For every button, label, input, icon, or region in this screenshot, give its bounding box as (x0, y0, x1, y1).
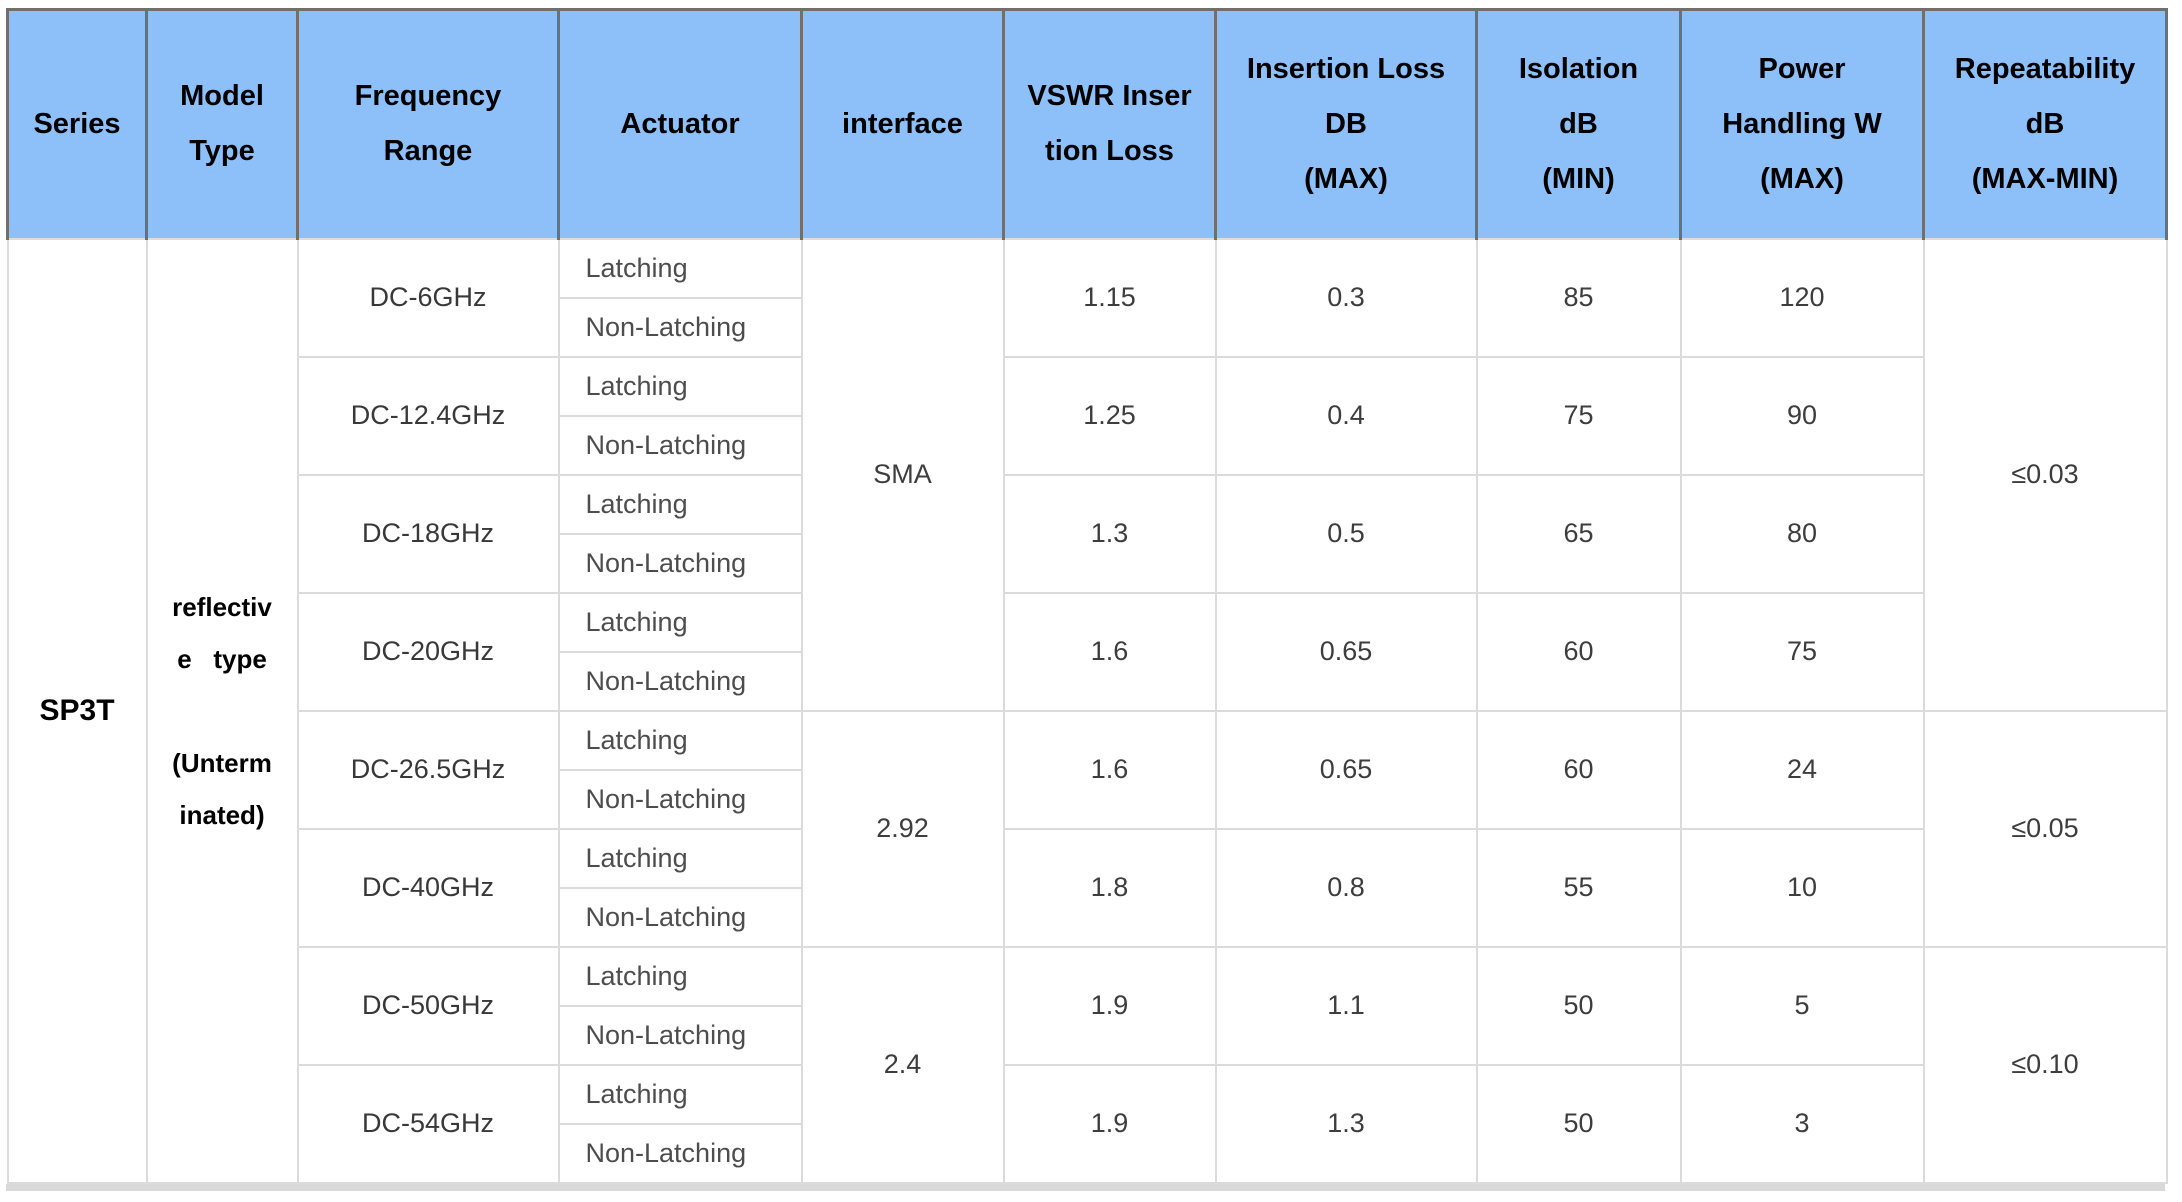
cell-isolation: 75 (1475, 355, 1682, 476)
cell-series: SP3T (6, 237, 148, 1184)
table-row: Non-Latching (8, 532, 2167, 594)
table-row: DC-40GHz Latching 1.8 0.8 55 10 (8, 827, 2167, 948)
cell-actuator: Latching (557, 473, 803, 535)
cell-frequency: DC-26.5GHz (296, 709, 560, 830)
cell-insertion-loss: 0.65 (1214, 709, 1478, 830)
cell-insertion-loss: 0.4 (1214, 355, 1478, 476)
header-isolation: Isolation dB (MIN) (1475, 8, 1682, 240)
table-row: SP3T reflectiv e type (Unterm inated) DC… (6, 237, 2168, 1184)
cell-insertion-loss: 0.3 (1214, 237, 1478, 358)
table-row: DC-54GHz Latching 1.9 1.3 50 3 (8, 1063, 2167, 1184)
cell-actuator: Non-Latching (557, 886, 803, 948)
table-row: DC-26.5GHz Latching 2.92 1.6 0.65 60 24 … (8, 709, 2168, 948)
cell-power: 10 (1679, 827, 1925, 948)
cell-repeatability: ≤0.10 (1922, 945, 2168, 1184)
table-row: Non-Latching (8, 886, 2167, 948)
cell-interface: SMA (800, 237, 1005, 712)
spec-table-wrapper: Series Model Type Frequency Range Actuat… (6, 8, 2168, 1191)
header-insertion-loss: Insertion Loss DB (MAX) (1214, 8, 1478, 240)
cell-vswr: 1.8 (1002, 827, 1217, 948)
cell-actuator: Latching (557, 709, 803, 771)
cell-vswr: 1.3 (1002, 473, 1217, 594)
cell-isolation: 60 (1475, 591, 1682, 712)
cell-frequency: DC-20GHz (296, 591, 560, 712)
cell-vswr: 1.9 (1002, 945, 1217, 1066)
cell-frequency: DC-40GHz (296, 827, 560, 948)
cell-actuator: Latching (557, 355, 803, 417)
cell-isolation: 50 (1475, 1063, 1682, 1184)
table-row: Non-Latching (8, 296, 2167, 358)
table-row: Non-Latching (8, 1004, 2167, 1066)
cell-power: 5 (1679, 945, 1925, 1066)
header-repeatability: Repeatability dB (MAX-MIN) (1922, 8, 2168, 240)
cell-interface: 2.92 (800, 709, 1005, 948)
header-vswr: VSWR Inser tion Loss (1002, 8, 1217, 240)
header-actuator: Actuator (557, 8, 803, 240)
cell-insertion-loss: 0.5 (1214, 473, 1478, 594)
cell-frequency: DC-18GHz (296, 473, 560, 594)
cell-interface: 2.4 (800, 945, 1005, 1184)
cell-power: 80 (1679, 473, 1925, 594)
cell-insertion-loss: 0.8 (1214, 827, 1478, 948)
table-row: Non-Latching (8, 414, 2167, 476)
cell-actuator: Non-Latching (557, 1004, 803, 1066)
cell-vswr: 1.6 (1002, 709, 1217, 830)
cell-frequency: DC-6GHz (296, 237, 560, 358)
cell-repeatability: ≤0.03 (1922, 237, 2168, 712)
cell-frequency: DC-54GHz (296, 1063, 560, 1184)
cell-actuator: Latching (557, 591, 803, 653)
cell-insertion-loss: 1.1 (1214, 945, 1478, 1066)
cell-insertion-loss: 0.65 (1214, 591, 1478, 712)
table-row: Non-Latching (8, 768, 2167, 830)
header-model-type: Model Type (145, 8, 299, 240)
table-row: DC-12.4GHz Latching 1.25 0.4 75 90 (8, 355, 2167, 476)
cell-actuator: Non-Latching (557, 768, 803, 830)
cell-vswr: 1.25 (1002, 355, 1217, 476)
table-row: Non-Latching (8, 1122, 2167, 1184)
cell-actuator: Non-Latching (557, 414, 803, 476)
cell-actuator: Non-Latching (557, 650, 803, 712)
cell-actuator: Latching (557, 827, 803, 889)
cell-power: 24 (1679, 709, 1925, 830)
header-interface: interface (800, 8, 1005, 240)
header-power-handling: Power Handling W (MAX) (1679, 8, 1925, 240)
cell-isolation: 85 (1475, 237, 1682, 358)
cell-frequency: DC-50GHz (296, 945, 560, 1066)
cell-power: 75 (1679, 591, 1925, 712)
cell-vswr: 1.15 (1002, 237, 1217, 358)
cell-actuator: Non-Latching (557, 296, 803, 358)
header-frequency-range: Frequency Range (296, 8, 560, 240)
cell-power: 3 (1679, 1063, 1925, 1184)
cell-isolation: 55 (1475, 827, 1682, 948)
spec-table: Series Model Type Frequency Range Actuat… (6, 8, 2168, 1184)
cell-power: 120 (1679, 237, 1925, 358)
cell-repeatability: ≤0.05 (1922, 709, 2168, 948)
cell-isolation: 60 (1475, 709, 1682, 830)
cell-actuator: Latching (557, 945, 803, 1007)
cell-frequency: DC-12.4GHz (296, 355, 560, 476)
cell-insertion-loss: 1.3 (1214, 1063, 1478, 1184)
cell-isolation: 65 (1475, 473, 1682, 594)
cell-vswr: 1.9 (1002, 1063, 1217, 1184)
table-row: DC-20GHz Latching 1.6 0.65 60 75 (8, 591, 2167, 712)
cell-actuator: Non-Latching (557, 532, 803, 594)
cell-actuator: Latching (557, 1063, 803, 1125)
cell-actuator: Latching (557, 237, 803, 299)
table-row: Non-Latching (8, 650, 2167, 712)
cell-isolation: 50 (1475, 945, 1682, 1066)
header-series: Series (6, 8, 148, 240)
table-row: DC-50GHz Latching 2.4 1.9 1.1 50 5 ≤0.10 (8, 945, 2168, 1184)
cell-actuator: Non-Latching (557, 1122, 803, 1184)
table-row: DC-18GHz Latching 1.3 0.5 65 80 (8, 473, 2167, 594)
cell-vswr: 1.6 (1002, 591, 1217, 712)
header-row: Series Model Type Frequency Range Actuat… (6, 8, 2168, 240)
cell-power: 90 (1679, 355, 1925, 476)
cell-model-type: reflectiv e type (Unterm inated) (145, 237, 299, 1184)
